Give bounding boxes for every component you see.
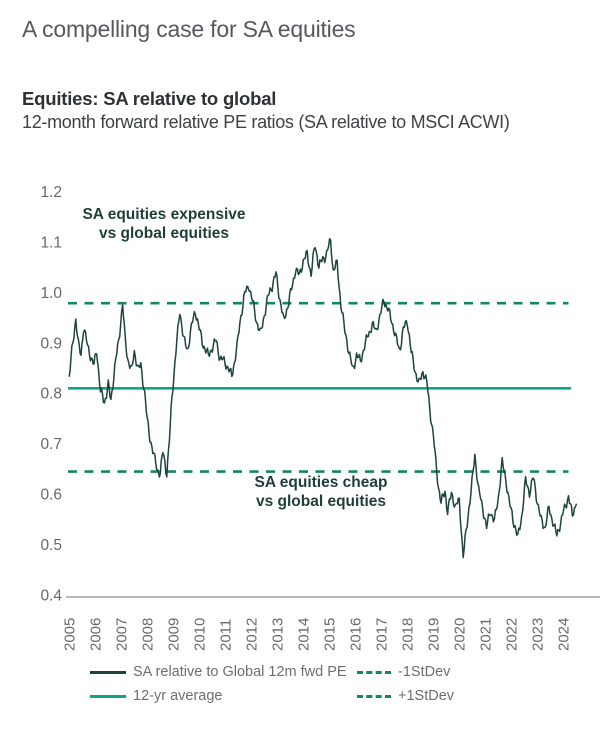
x-tick-label: 2013 (270, 618, 287, 651)
x-tick-label: 2007 (114, 618, 131, 651)
x-tick-label: 2024 (556, 618, 573, 651)
annotation-expensive-line2: vs global equities (98, 224, 230, 242)
x-tick-label: 2021 (478, 618, 495, 651)
y-tick-label: 0.6 (40, 487, 62, 504)
x-tick-label: 2009 (166, 618, 183, 651)
legend-item-sa-relative: SA relative to Global 12m fwd PE (90, 664, 347, 680)
legend-item-average: 12-yr average (90, 688, 222, 704)
annotation-expensive-line1: SA equities expensive (82, 206, 246, 223)
y-tick-label: 0.4 (40, 587, 62, 604)
y-tick-label: 0.5 (40, 537, 62, 554)
annotation-cheap-line1: SA equities cheap (254, 474, 388, 491)
x-tick-label: 2006 (88, 618, 105, 651)
legend-label-sa-relative: SA relative to Global 12m fwd PE (133, 664, 347, 680)
legend-swatch-average-line (90, 694, 126, 698)
x-tick-label: 2022 (504, 618, 521, 651)
y-tick-label: 1.2 (40, 184, 62, 201)
legend-label-minus-1stdev: -1StDev (398, 664, 451, 680)
legend-swatch-series-line (90, 670, 126, 674)
x-tick-label: 2015 (322, 618, 339, 651)
y-tick-label: 1.1 (40, 235, 62, 252)
legend-item-minus-1stdev: -1StDev (357, 664, 450, 680)
series-sa-relative-to-global (68, 237, 578, 559)
legend-swatch-plus-1stdev (357, 694, 391, 698)
legend-swatch-minus-1stdev (357, 670, 391, 674)
annotation-cheap: SA equities cheap vs global equities (255, 474, 388, 512)
chart-subtitle: 12-month forward relative PE ratios (SA … (22, 112, 510, 132)
chart-title: Equities: SA relative to global (22, 88, 277, 109)
y-tick-label: 0.8 (40, 386, 62, 403)
x-tick-label: 2017 (374, 618, 391, 651)
legend-item-plus-1stdev: +1StDev (357, 688, 454, 704)
x-tick-label: 2018 (400, 618, 417, 651)
page-title: A compelling case for SA equities (22, 16, 356, 42)
y-tick-label: 0.9 (40, 335, 62, 352)
legend-label-plus-1stdev: +1StDev (398, 688, 455, 704)
x-tick-label: 2012 (244, 618, 261, 651)
y-tick-label: 0.7 (40, 436, 62, 453)
x-tick-label: 2019 (426, 618, 443, 651)
x-tick-label: 2010 (192, 618, 209, 651)
x-tick-label: 2020 (452, 618, 469, 651)
x-tick-label: 2016 (348, 618, 365, 651)
annotation-expensive: SA equities expensive vs global equities (82, 206, 245, 244)
x-tick-label: 2011 (218, 619, 235, 651)
x-tick-label: 2023 (530, 618, 547, 651)
x-tick-label: 2008 (140, 618, 157, 651)
legend-label-average: 12-yr average (133, 688, 223, 704)
y-tick-label: 1.0 (40, 285, 62, 302)
annotation-cheap-line2: vs global equities (255, 492, 387, 510)
x-tick-label: 2014 (296, 618, 313, 651)
x-tick-label: 2005 (62, 618, 79, 651)
